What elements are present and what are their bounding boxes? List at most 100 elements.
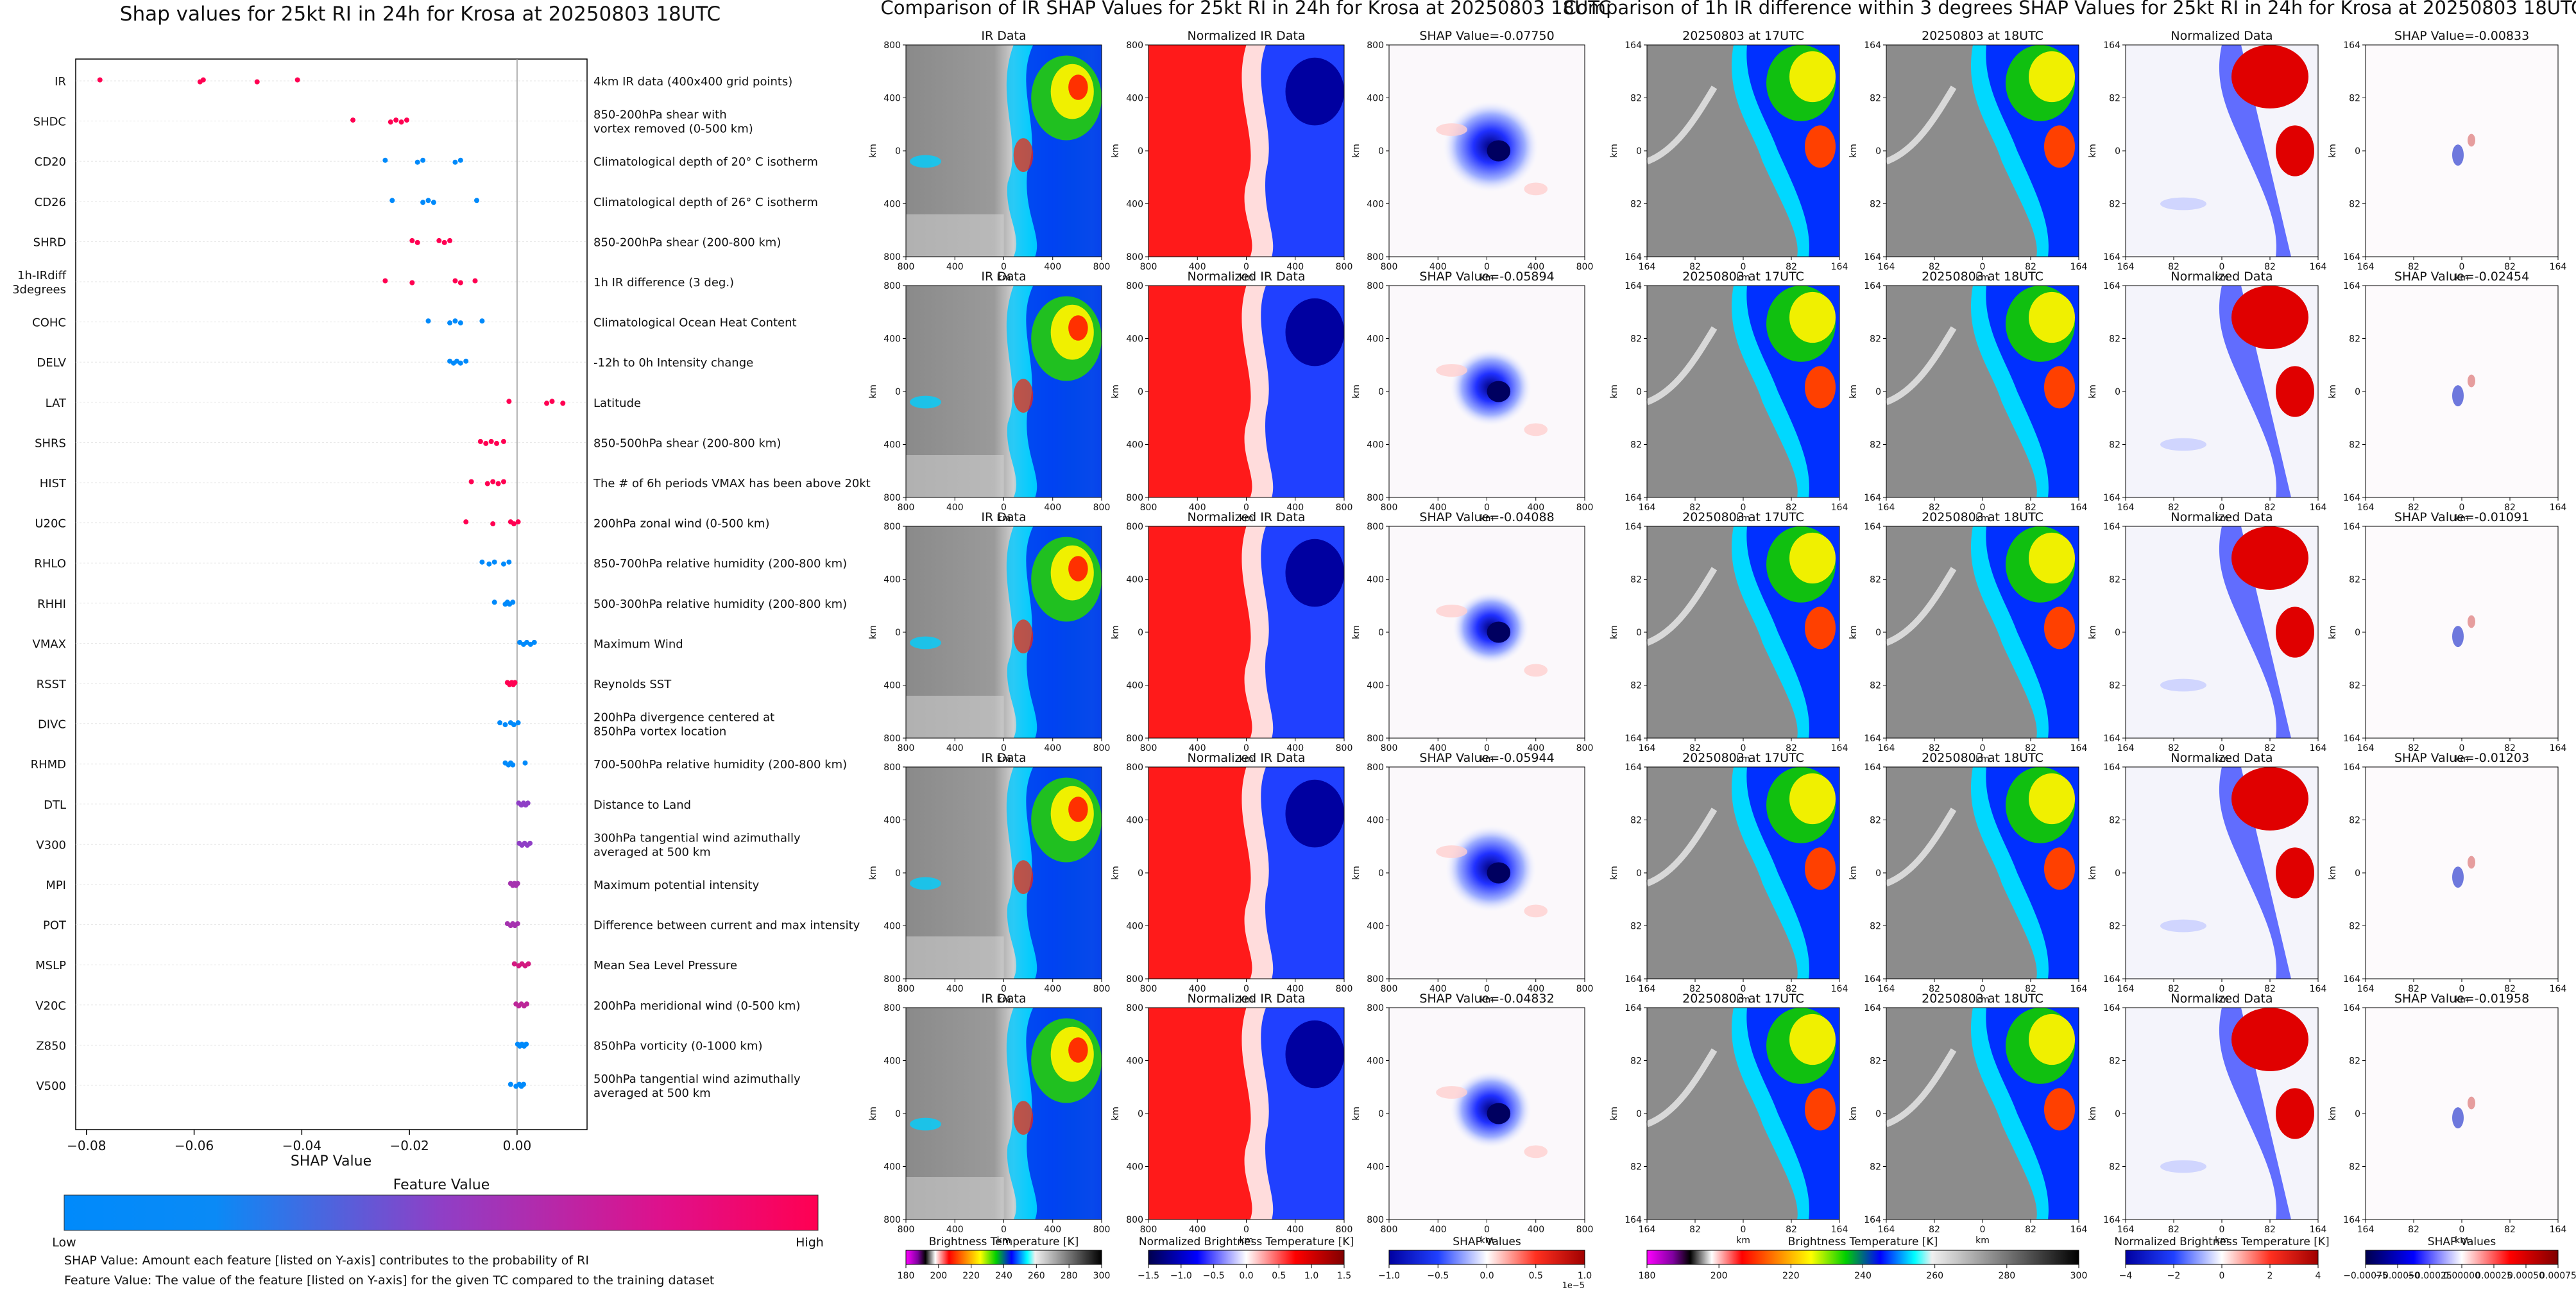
x-tick-label: −0.04 xyxy=(282,1138,321,1153)
x-axis-label: km xyxy=(1736,754,1750,764)
y-tick-label: 164 xyxy=(2343,40,2360,51)
colorbar-label: Normalized Brightness Temperature [K] xyxy=(1139,1236,1354,1248)
ir-panel-row: IR Data80080040040000400400800800kmkmNor… xyxy=(868,751,1593,1005)
y-tick-label: 800 xyxy=(883,40,901,51)
shap-point xyxy=(388,119,393,125)
x-tick-label: 82 xyxy=(2264,1225,2276,1235)
low-cloud xyxy=(906,936,1004,979)
shap-positive-patch xyxy=(1436,1086,1468,1099)
x-tick-label: 82 xyxy=(1689,503,1701,513)
colorbar-label: SHAP Values xyxy=(2428,1236,2496,1248)
x-tick-label: −0.06 xyxy=(175,1138,214,1153)
x-tick-label: 164 xyxy=(2117,743,2135,754)
colorbar-tick-label: 280 xyxy=(1998,1271,2015,1281)
y-tick-label: 164 xyxy=(2103,1003,2120,1013)
y-axis-label: km xyxy=(1848,1107,1859,1121)
x-axis-label: km xyxy=(997,1236,1011,1246)
colorbar-gradient xyxy=(1148,1250,1345,1265)
y-tick-label: 800 xyxy=(1126,762,1143,773)
y-axis-label: km xyxy=(1351,384,1361,399)
panel-title: IR Data xyxy=(981,270,1026,284)
x-tick-label: 0 xyxy=(1243,262,1249,272)
feature-label: CD26 xyxy=(35,196,66,209)
shap-point xyxy=(511,961,517,967)
y-tick-label: 82 xyxy=(2109,440,2120,451)
x-tick-label: 400 xyxy=(1044,743,1061,754)
x-tick-label: 800 xyxy=(1381,503,1398,513)
x-tick-label: 400 xyxy=(1429,1225,1447,1235)
x-axis-label: km xyxy=(2455,273,2469,283)
y-tick-label: 164 xyxy=(2343,493,2360,503)
normdiff-red xyxy=(2276,607,2314,658)
x-axis-label: km xyxy=(1240,513,1254,524)
ir-panel: SHAP Value=-0.05894800800400400004004008… xyxy=(1351,270,1593,524)
feature-description: 850hPa vorticity (0-1000 km) xyxy=(593,1039,763,1053)
y-axis-label: km xyxy=(1609,1107,1619,1121)
x-axis-label: km xyxy=(1480,754,1494,764)
feature-description: 200hPa meridional wind (0-500 km) xyxy=(593,999,800,1013)
low-cloud xyxy=(906,1177,1004,1219)
cloud-cluster xyxy=(1013,860,1034,894)
x-tick-label: 0 xyxy=(1980,262,1986,272)
x-tick-label: 82 xyxy=(2264,984,2276,994)
colorbar: Brightness Temperature [K] 180 200 220 240 26… xyxy=(1639,1236,2088,1281)
shap-point xyxy=(393,117,399,123)
shap-point xyxy=(500,479,506,485)
y-tick-label: 0 xyxy=(1875,146,1881,157)
panel-title: 20250803 at 18UTC xyxy=(1922,270,2043,284)
x-tick-label: 164 xyxy=(2070,503,2088,513)
x-axis-label: km xyxy=(1975,995,1990,1005)
x-tick-label: 0 xyxy=(1243,503,1249,513)
y-tick-label: 800 xyxy=(1126,40,1143,51)
x-tick-label: 0 xyxy=(2219,1225,2225,1235)
x-tick-label: 800 xyxy=(898,262,915,272)
y-axis-label: km xyxy=(1111,144,1121,158)
shap-point xyxy=(420,157,426,163)
y-tick-label: 164 xyxy=(1864,493,1881,503)
y-tick-label: 400 xyxy=(1367,1056,1384,1067)
normdiff-red xyxy=(2276,125,2314,177)
y-tick-label: 82 xyxy=(2109,575,2120,585)
panel-title: Normalized Data xyxy=(2171,270,2273,284)
x-tick-label: 400 xyxy=(1527,262,1544,272)
feature-row: SHRD 850-200hPa shear (200-800 km) xyxy=(33,236,781,249)
colorbar-gradient xyxy=(1388,1250,1585,1265)
diff-section-title: Comparison of 1h IR difference within 3 … xyxy=(1564,0,2576,19)
shap-point xyxy=(497,720,503,726)
x-tick-label: 164 xyxy=(2550,503,2567,513)
panel-title: SHAP Value=-0.05944 xyxy=(1419,751,1554,765)
y-tick-label: 164 xyxy=(1625,1003,1642,1013)
normdiff-blue xyxy=(2219,767,2291,979)
y-tick-label: 82 xyxy=(1630,1162,1642,1173)
x-tick-label: 0 xyxy=(1980,503,1986,513)
y-tick-label: 800 xyxy=(1367,281,1384,291)
x-tick-label: 82 xyxy=(1929,262,1940,272)
y-tick-label: 82 xyxy=(1630,440,1642,451)
y-tick-label: 400 xyxy=(1367,1162,1384,1173)
feature-description: averaged at 500 km xyxy=(593,1087,711,1100)
normdiff-blue xyxy=(2219,286,2291,497)
shap-point xyxy=(549,399,555,404)
y-axis-label: km xyxy=(1609,625,1619,639)
shap-point xyxy=(382,278,388,284)
x-tick-label: 0 xyxy=(1001,984,1007,994)
x-tick-label: 800 xyxy=(1093,1225,1111,1235)
y-tick-label: 164 xyxy=(1625,734,1642,744)
shap-point xyxy=(350,117,356,123)
normdiff-red xyxy=(2276,1088,2314,1139)
shap-point xyxy=(457,360,463,366)
x-tick-label: 82 xyxy=(1929,984,1940,994)
y-axis-label: km xyxy=(1609,384,1619,399)
x-tick-label: 82 xyxy=(1929,743,1940,754)
colorbar-low-label: Low xyxy=(52,1236,76,1250)
x-tick-label: 0 xyxy=(1741,503,1746,513)
colorbar-tick-label: 4 xyxy=(2316,1271,2321,1281)
y-tick-label: 400 xyxy=(883,922,901,932)
y-tick-label: 164 xyxy=(1864,522,1881,532)
y-tick-label: 164 xyxy=(1625,762,1642,773)
colorbar-tick-label: 200 xyxy=(1710,1271,1728,1281)
feature-row: V500 500hPa tangential wind azimuthallyav… xyxy=(36,1072,801,1100)
x-axis-label: km xyxy=(2215,754,2229,764)
